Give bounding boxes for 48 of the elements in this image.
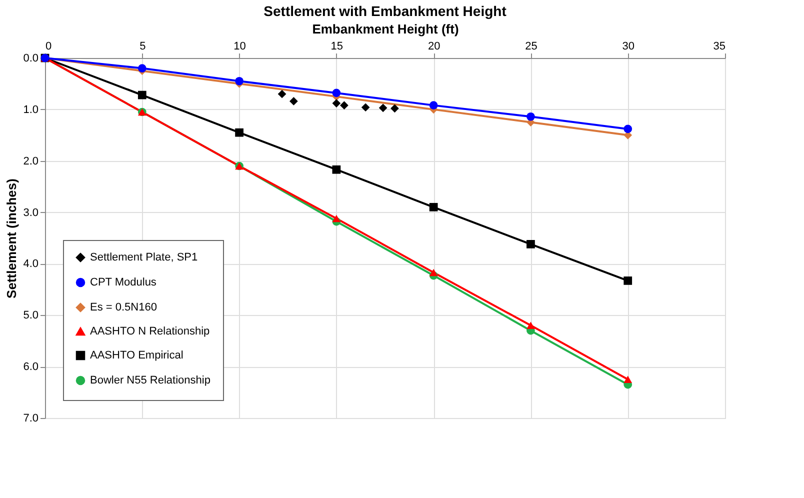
point [332,99,341,108]
point [624,376,632,384]
legend-label: Es = 0.5N160 [90,302,157,314]
point [429,268,438,276]
x-tick-label: 15 [330,40,344,52]
y-tick-label: 6.0 [23,361,38,374]
point [390,104,399,113]
point [361,103,370,112]
legend-label: CPT Modulus [90,276,157,288]
point [526,112,535,121]
y-tick-label: 7.0 [23,412,38,424]
y-tick-label: 5.0 [23,310,38,322]
y-tick-label: 2.0 [23,155,38,168]
point [235,128,244,137]
x-tick-label: 35 [713,40,726,52]
point [378,104,388,112]
point [278,90,286,98]
y-tick-label: 4.0 [23,258,38,270]
point [332,214,341,222]
y-tick-label: 3.0 [23,206,38,219]
point [429,101,438,110]
legend-label: Bowler N55 Relationship [90,374,210,386]
x-tick-label: 5 [140,40,146,52]
point [340,101,348,110]
y-tick-label: 0.0 [23,52,38,64]
point [624,124,632,134]
point [332,165,341,174]
x-tick-label: 10 [234,40,246,52]
x-tick-label: 0 [46,40,52,52]
point [290,97,298,106]
x-tick-label: 20 [428,40,440,52]
y-tick-label: 1.0 [23,104,38,116]
point [526,240,535,248]
point [624,276,632,285]
point [138,90,146,100]
x-axis-title: Embankment Height (ft) [312,22,459,36]
x-tick-label: 25 [525,40,538,52]
point [429,202,438,212]
point [526,322,535,330]
chart-title: Settlement with Embankment Height [264,3,507,19]
point [138,64,146,72]
point [235,76,244,86]
legend-label: AASHTO Empirical [90,350,184,362]
y-axis-title: Settlement (inches) [4,178,20,298]
legend-label: AASHTO N Relationship [90,326,210,338]
legend-label: Settlement Plate, SP1 [90,252,198,264]
x-tick-label: 30 [622,40,634,52]
point [332,88,341,98]
